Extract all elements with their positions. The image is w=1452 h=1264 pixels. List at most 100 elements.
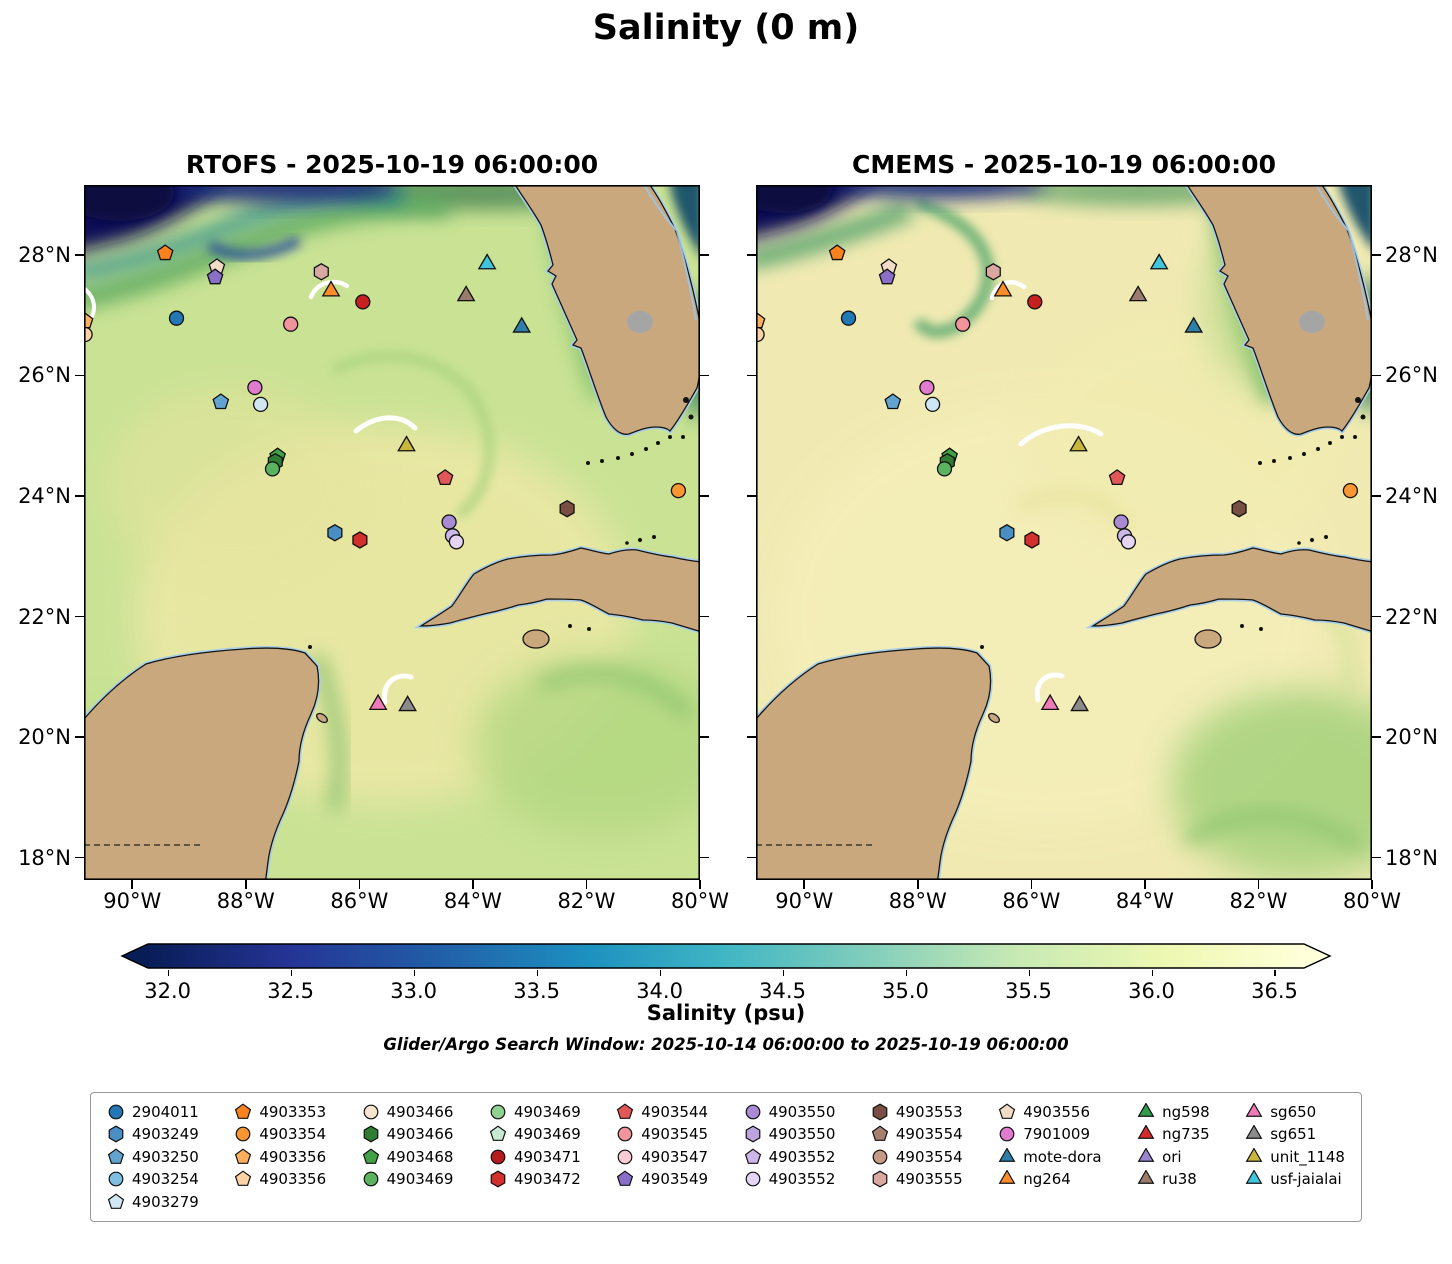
hexagon-marker-icon [108,1125,124,1143]
axis-tick [1372,495,1381,497]
platform-marker-4903354 [1342,482,1359,499]
axis-tick [700,615,709,618]
colorbar: 32.0 32.5 33.0 33.5 34.0 34.5 35.0 35.5 36.0 36.5 [120,943,1332,1015]
legend-entry-sg651: sg651 [1245,1124,1345,1146]
legend-label: ori [1162,1147,1182,1166]
legend-entry-4903356: 4903356 [234,1169,326,1191]
legend-label: 4903552 [768,1147,836,1166]
platform-marker-sg650 [1040,693,1060,710]
legend-label: ng264 [1023,1170,1071,1189]
legend-entry-4903553: 4903553 [871,1101,963,1123]
colorbar-label: Salinity (psu) [646,1001,806,1025]
legend-entry-4903250: 4903250 [107,1146,199,1168]
axis-tick [747,856,756,859]
circle-marker-icon [108,1171,124,1187]
legend-entry-4903249: 4903249 [107,1124,199,1146]
x-tick-label: 90°W [775,889,834,913]
x-tick-label: 84°W [443,889,502,913]
colorbar-tick [413,970,416,976]
axis-tick [472,880,474,889]
hexagon-marker-icon [363,1125,378,1143]
pentagon-marker-icon [744,1148,761,1164]
legend-entry-4903472: 4903472 [489,1169,581,1191]
legend-entry-7901009: 7901009 [998,1124,1101,1146]
legend-entry-4903353: 4903353 [234,1101,326,1123]
legend-entry-4903354: 4903354 [234,1124,326,1146]
colorbar-tick-label: 34.5 [759,979,806,1003]
axis-tick [747,736,756,738]
legend-entry-4903254: 4903254 [107,1169,199,1191]
axis-tick [75,856,84,859]
colorbar-tick [290,970,293,976]
legend-label: 4903254 [132,1170,199,1189]
legend-entry-4903554: 4903554 [871,1124,963,1146]
axis-tick [75,615,84,618]
legend-label: 4903549 [641,1170,709,1189]
legend-label: 4903469 [386,1170,454,1189]
platform-marker-4903549 [878,268,896,285]
legend-entry-4903552: 4903552 [744,1169,835,1191]
legend-label: 4903469 [513,1102,581,1121]
platform-marker-2904011 [168,310,185,326]
x-tick-label: 86°W [330,889,389,913]
hexagon-marker-icon [490,1170,506,1188]
colorbar-tick [1151,970,1154,976]
y-tick-label: 18°N [18,845,71,870]
cmems-map-canvas [756,185,1372,880]
axis-tick [700,374,709,377]
axis-tick [1372,615,1381,618]
axis-tick [75,374,84,377]
colorbar-tick [659,970,662,976]
hexagon-marker-icon [872,1103,888,1121]
legend-entry-4903471: 4903471 [489,1146,581,1168]
pentagon-marker-icon [871,1125,889,1142]
y-tick-label: 26°N [18,363,71,388]
legend-label: 4903279 [132,1192,199,1211]
axis-tick [699,880,701,889]
platform-markers-rtofs [84,244,687,712]
y-tick-label: 24°N [1385,484,1438,509]
pentagon-marker-icon [362,1148,379,1164]
legend-entry-4903556: 4903556 [998,1101,1101,1123]
panel-title-rtofs: RTOFS - 2025-10-19 06:00:00 [185,150,599,179]
platform-marker-sg651 [1070,695,1089,712]
platform-marker-4903249 [327,524,343,542]
pentagon-marker-icon [617,1170,634,1187]
legend-label: usf-jaialai [1270,1170,1342,1189]
legend-entry-4903552: 4903552 [744,1146,836,1168]
axis-tick [75,254,84,256]
axis-tick [1372,374,1381,377]
legend-label: sg651 [1270,1125,1317,1144]
legend-label: 4903550 [768,1125,836,1144]
legend-label: 4903555 [895,1170,963,1189]
search-window-caption: Glider/Argo Search Window: 2025-10-14 06… [383,1035,1069,1054]
platform-marker-4903553 [559,499,575,518]
platform-marker-4903469 [936,461,953,477]
colorbar-tick-label: 36.5 [1251,979,1298,1003]
axis-tick [1257,880,1260,889]
platform-marker-4903472 [352,531,368,549]
circle-marker-icon [617,1149,633,1165]
circle-marker-icon [999,1126,1015,1142]
legend-label: ng598 [1162,1102,1210,1121]
legend-label: 4903472 [513,1170,581,1189]
pentagon-marker-icon [235,1103,252,1119]
legend-entry-4903550: 4903550 [744,1124,836,1146]
x-tick-label: 86°W [1002,889,1061,913]
hexagon-marker-icon [745,1125,760,1143]
legend-entry-4903466: 4903466 [362,1101,453,1123]
y-tick-label: 28°N [1385,242,1438,267]
hexagon-marker-icon [872,1170,888,1188]
legend-label: 4903249 [132,1125,199,1144]
pentagon-marker-icon [107,1148,125,1164]
legend-label: 4903353 [259,1102,327,1121]
platform-marker-4903469 [264,461,281,477]
legend-label: 4903554 [895,1147,963,1166]
legend-column: 2904011 4903249 4903250 4903254 4903279 [107,1101,199,1213]
legend-entry-4903468: 4903468 [362,1146,453,1168]
axis-tick [1371,880,1373,889]
axis-tick [1030,880,1033,889]
platform-marker-4903553 [1231,499,1247,518]
legend-entry-4903554: 4903554 [871,1146,963,1168]
legend-label: 4903545 [641,1125,709,1144]
